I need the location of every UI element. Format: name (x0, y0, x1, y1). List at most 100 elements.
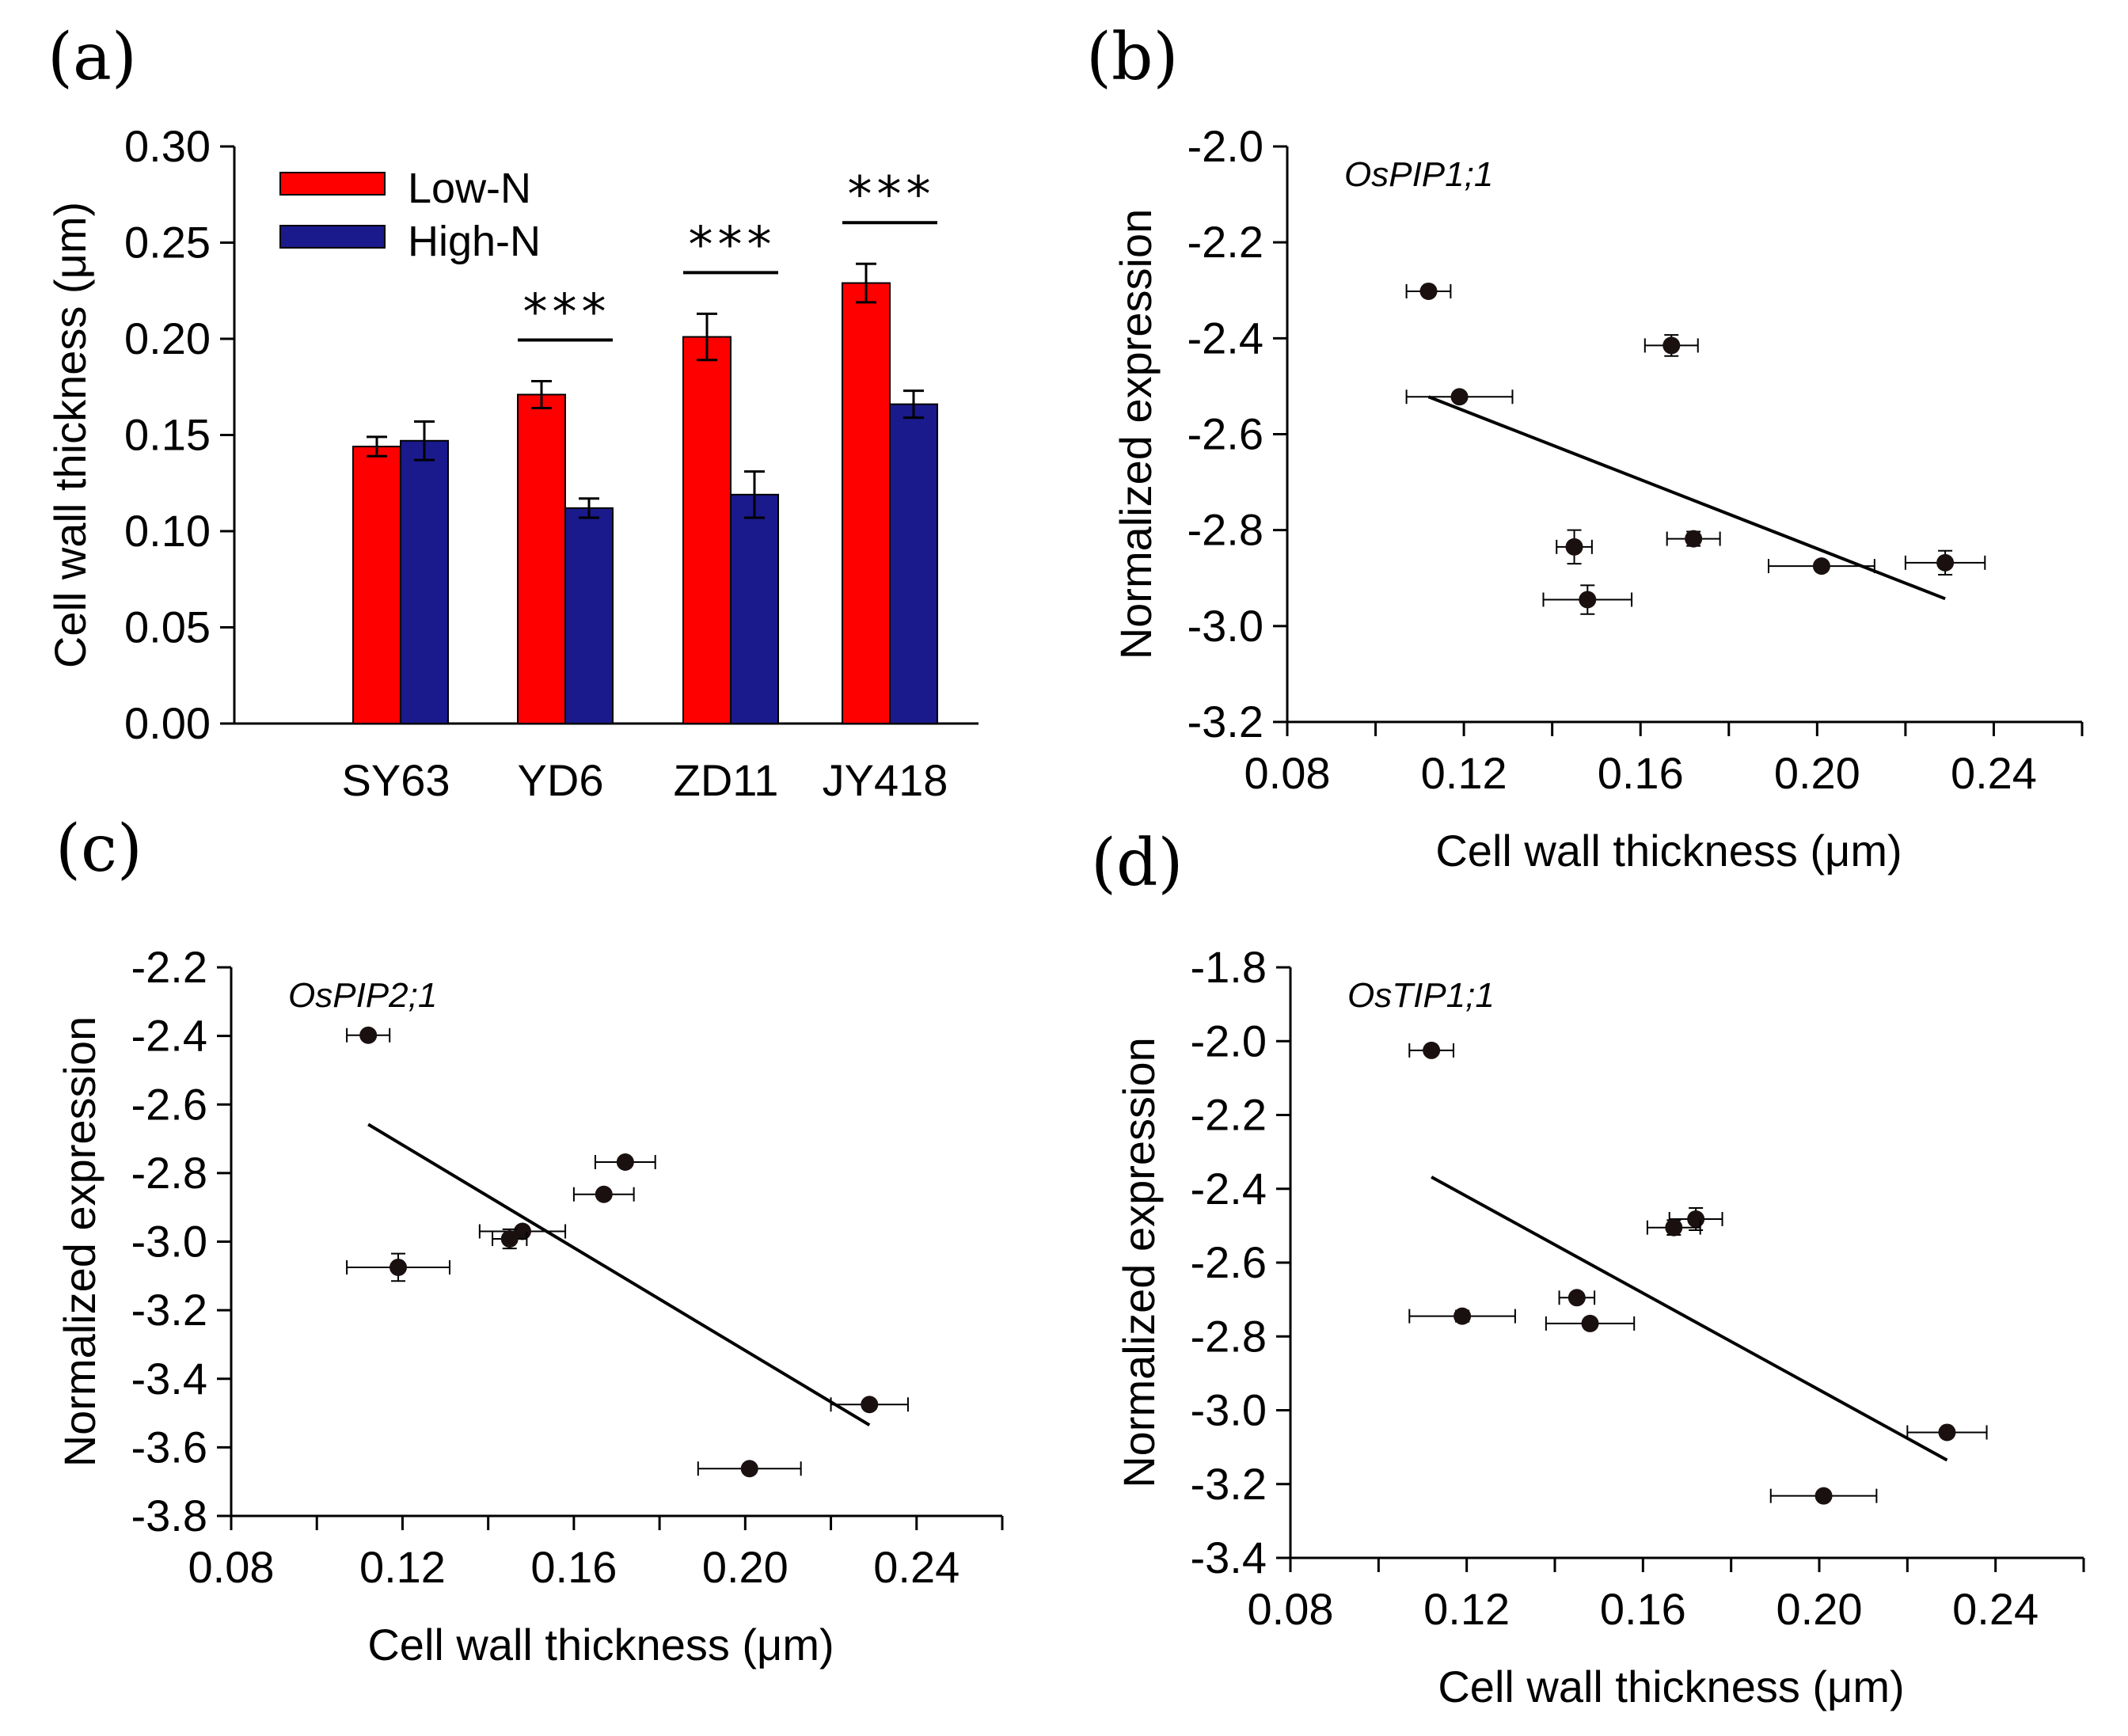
significance-label: *** (848, 165, 936, 223)
panel-d: (d)-1.8-2.0-2.2-2.4-2.6-2.8-3.0-3.2-3.40… (1091, 826, 2085, 1711)
regression-line (367, 1123, 871, 1426)
x-tick-label: 0.20 (1776, 1584, 1863, 1634)
bar (842, 282, 891, 724)
bar (352, 446, 401, 725)
y-tick-label: -2.2 (131, 942, 208, 992)
panel-b: (b)-2.0 -2.2 -2.4 -2.6 -2.8 -3.0 -3.20.08 0.12 0… (1086, 20, 2084, 876)
x-tick-label: 0.12 (1423, 1584, 1510, 1634)
y-tick-label: 0.15 (124, 410, 211, 460)
data-point (861, 1396, 879, 1414)
y-tick-label: -2.2 (1188, 217, 1264, 267)
data-point (595, 1185, 613, 1203)
x-category-label: JY418 (823, 755, 948, 805)
x-tick-label: 0.16 (530, 1542, 617, 1592)
bar (682, 336, 732, 724)
x-tick-label: 0.12 (359, 1542, 446, 1592)
x-tick-label: 0.08 (1244, 748, 1331, 798)
data-point (1581, 1314, 1599, 1332)
x-axis-title: Cell wall thickness (μm) (367, 1620, 834, 1670)
data-point (616, 1153, 634, 1172)
bar (730, 493, 779, 725)
y-tick-label: -3.6 (131, 1422, 208, 1472)
data-point (1665, 1218, 1683, 1236)
panel-letter: (b) (1086, 20, 1178, 95)
data-point (1565, 538, 1583, 556)
data-point (1936, 553, 1955, 572)
x-category-label: YD6 (518, 755, 604, 805)
y-tick-label: 0.25 (124, 218, 211, 268)
x-axis-title: Cell wall thickness (μm) (1438, 1662, 1904, 1711)
y-tick-label: -2.8 (131, 1148, 208, 1198)
x-category-label: ZD11 (674, 755, 779, 805)
panel-c: (c)-2.2-2.4-2.6-2.8-3.0-3.2-3.4-3.6-3.80… (55, 811, 1004, 1670)
data-point (1454, 1307, 1472, 1325)
x-tick-label: 0.12 (1421, 748, 1507, 798)
x-tick-label: 0.24 (1951, 748, 2037, 798)
x-tick-label: 0.08 (1248, 1584, 1334, 1634)
data-point (740, 1460, 758, 1478)
bar (400, 439, 449, 724)
y-tick-label: -2.0 (1191, 1016, 1267, 1066)
legend-label: High-N (408, 218, 541, 265)
bar (517, 393, 566, 724)
bar (564, 507, 614, 725)
legend-label: Low-N (408, 165, 531, 212)
y-tick-label: -2.2 (1191, 1090, 1267, 1140)
panel-letter: (a) (48, 20, 137, 95)
x-tick-label: 0.24 (1952, 1584, 2039, 1634)
data-point (390, 1258, 408, 1276)
regression-line (1431, 1176, 1948, 1462)
y-axis-title: Normalized expression (55, 1016, 104, 1468)
y-tick-label: -3.2 (131, 1285, 208, 1335)
x-tick-label: 0.16 (1600, 1584, 1686, 1634)
y-tick-label: -2.6 (1188, 409, 1264, 459)
significance-label: *** (689, 215, 777, 273)
x-tick-label: 0.24 (873, 1542, 960, 1592)
data-point (359, 1026, 378, 1044)
bar (889, 403, 938, 724)
x-tick-label: 0.20 (702, 1542, 788, 1592)
legend-swatch (279, 172, 386, 196)
significance-label: *** (523, 283, 611, 340)
gene-label: OsPIP2;1 (288, 976, 437, 1015)
data-point (1685, 530, 1703, 548)
data-point (1812, 557, 1830, 576)
data-point (1419, 282, 1438, 300)
x-tick-label: 0.20 (1774, 748, 1860, 798)
y-tick-label: -3.2 (1188, 697, 1264, 746)
x-category-label: SY63 (342, 755, 450, 805)
gene-label: OsTIP1;1 (1347, 976, 1495, 1015)
data-point (1662, 336, 1681, 355)
y-tick-label: -2.6 (131, 1079, 208, 1129)
y-tick-label: -3.0 (1188, 601, 1264, 651)
data-point (1814, 1487, 1833, 1505)
y-tick-label: -3.4 (1191, 1533, 1267, 1582)
y-tick-label: 0.10 (124, 506, 211, 556)
y-tick-label: -3.0 (1191, 1385, 1267, 1435)
legend-swatch (279, 225, 386, 249)
data-point (1423, 1041, 1441, 1059)
data-point (1579, 591, 1597, 609)
panel-a: (a) 0.00 0.05 0.10 0.15 0.20 0.25 0.30 Cell wall… (45, 20, 978, 805)
y-tick-label: -2.4 (1188, 313, 1264, 363)
y-tick-label: -2.8 (1191, 1311, 1267, 1361)
y-tick-label: 0.05 (124, 602, 211, 652)
regression-line (1427, 395, 1946, 601)
x-tick-label: 0.08 (188, 1542, 275, 1592)
panel-letter: (d) (1091, 826, 1183, 901)
y-tick-label: -2.4 (1191, 1164, 1267, 1214)
y-tick-label: -1.8 (1191, 942, 1267, 992)
data-point (1568, 1289, 1586, 1307)
data-point (1450, 388, 1469, 406)
data-point (1938, 1423, 1956, 1442)
panel-letter: (c) (55, 811, 142, 887)
y-tick-label: -3.0 (131, 1217, 208, 1267)
y-tick-label: -3.2 (1191, 1459, 1267, 1509)
y-axis-title: Normalized expression (1114, 1037, 1164, 1488)
data-point (1687, 1210, 1705, 1228)
y-axis-title: Normalized expression (1111, 209, 1161, 660)
data-point (500, 1230, 519, 1248)
y-tick-label: -2.6 (1191, 1237, 1267, 1287)
y-tick-label: -2.0 (1188, 121, 1264, 171)
